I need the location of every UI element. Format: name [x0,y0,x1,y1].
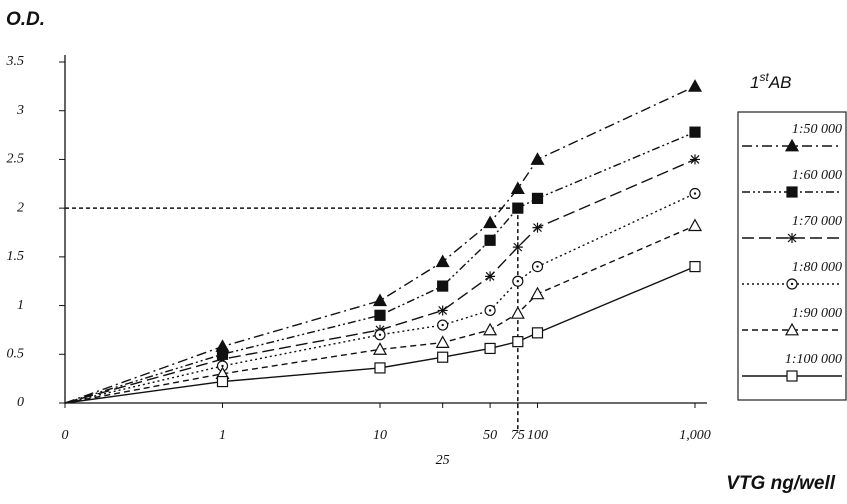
y-tick-label: 0.5 [7,347,25,362]
x-tick-label: 1,000 [679,428,711,443]
legend-title-sup: st [759,70,769,84]
x-tick-label: 1 [219,428,226,443]
marker-dot [693,192,697,195]
y-tick-label: 3.5 [6,54,25,69]
marker [786,186,798,198]
legend-label: 1:100 000 [785,352,842,367]
marker [689,261,701,273]
y-tick-label: 2.5 [7,152,25,167]
marker-dot [790,282,794,286]
marker [484,342,496,355]
y-tick-label: 2 [17,200,24,215]
marker [530,286,545,300]
marker [784,138,800,152]
x-tick-label: 25 [436,453,450,468]
marker-dot [221,364,224,368]
marker [512,242,523,253]
legend-label: 1:80 000 [792,260,842,275]
legend-label: 1:50 000 [792,122,842,137]
y-tick-label: 1 [17,298,24,313]
marker [437,305,448,316]
marker [512,202,524,214]
marker [485,271,496,282]
marker [510,306,525,319]
marker [531,192,544,204]
legend-title-part: AB [768,73,792,92]
x-tick-label: 75 [511,428,525,443]
legend-label: 1:60 000 [792,168,842,183]
series-line [64,85,696,404]
marker [437,351,449,363]
marker [687,218,703,232]
marker [787,233,797,243]
series-line [64,131,696,404]
marker [786,370,798,382]
marker [435,335,450,348]
marker [510,181,525,195]
legend-label: 1:70 000 [792,214,842,229]
x-tick-label: 0 [62,428,69,443]
marker [690,154,700,165]
marker [532,222,543,233]
marker-dot [378,333,382,336]
marker [217,354,228,365]
legend-title-part: 1 [750,73,759,92]
marker [216,375,229,388]
x-tick-label: 100 [527,428,548,443]
marker-dot [488,309,492,312]
marker [483,322,498,336]
legend-title: 1stAB [750,70,792,92]
legend-label: 1:90 000 [792,306,842,321]
marker [437,280,449,292]
marker [784,322,800,336]
marker [435,254,450,268]
y-tick-label: 3 [16,103,24,118]
marker [530,152,545,165]
marker [372,293,388,307]
y-tick-label: 1.5 [7,249,25,264]
marker [372,342,388,355]
x-tick-label: 50 [483,428,497,443]
marker-dot [536,265,539,268]
marker-dot [516,280,520,283]
marker [374,309,386,321]
y-axis-label: O.D. [6,9,45,30]
marker [531,327,544,339]
marker [512,336,524,348]
marker [689,126,701,138]
marker [484,234,496,246]
legend-box [737,111,847,401]
x-axis-label: VTG ng/well [726,473,835,494]
y-tick-label: 0 [17,395,24,410]
marker-dot [441,323,444,327]
marker [374,362,386,374]
marker [687,79,703,92]
x-tick-label: 10 [373,428,387,443]
marker [483,215,498,229]
